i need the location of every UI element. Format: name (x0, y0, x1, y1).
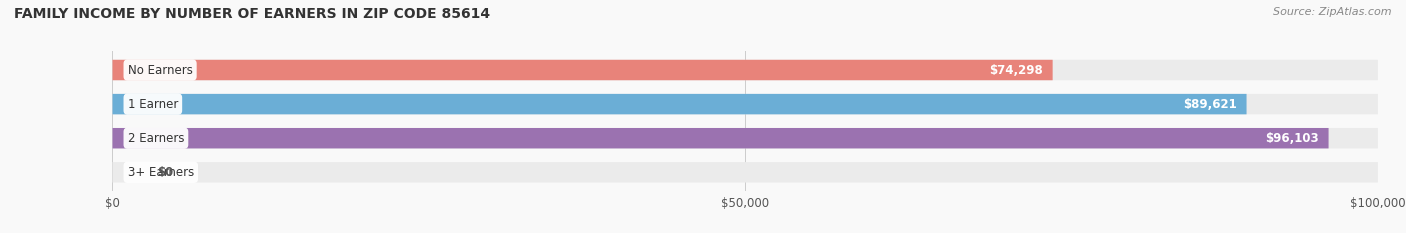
FancyBboxPatch shape (112, 60, 1053, 80)
Text: FAMILY INCOME BY NUMBER OF EARNERS IN ZIP CODE 85614: FAMILY INCOME BY NUMBER OF EARNERS IN ZI… (14, 7, 491, 21)
Text: No Earners: No Earners (128, 64, 193, 76)
Text: Source: ZipAtlas.com: Source: ZipAtlas.com (1274, 7, 1392, 17)
FancyBboxPatch shape (112, 162, 1378, 182)
Text: 3+ Earners: 3+ Earners (128, 166, 194, 179)
Text: 2 Earners: 2 Earners (128, 132, 184, 145)
FancyBboxPatch shape (112, 128, 1329, 148)
FancyBboxPatch shape (112, 128, 1378, 148)
FancyBboxPatch shape (112, 94, 1378, 114)
Text: 1 Earner: 1 Earner (128, 98, 179, 111)
FancyBboxPatch shape (112, 94, 1247, 114)
Text: $74,298: $74,298 (988, 64, 1042, 76)
FancyBboxPatch shape (112, 60, 1378, 80)
Text: $0: $0 (157, 166, 173, 179)
Text: $89,621: $89,621 (1182, 98, 1236, 111)
Text: $96,103: $96,103 (1265, 132, 1319, 145)
